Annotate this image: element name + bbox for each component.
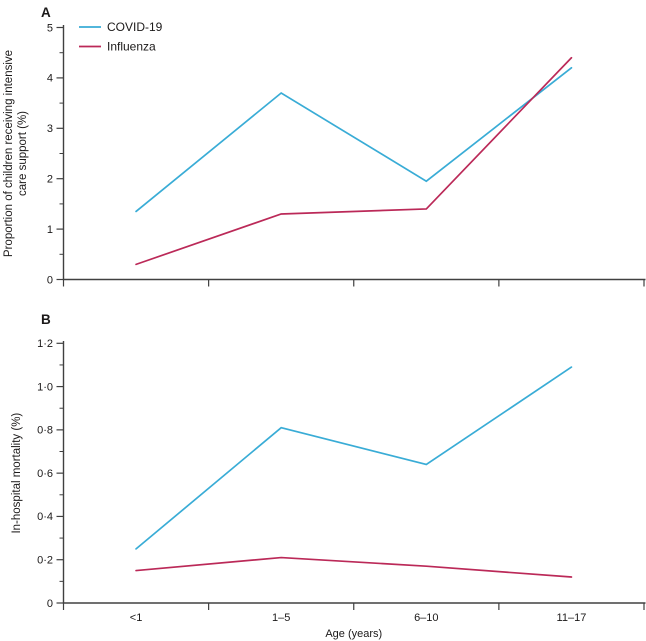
y-tick-label: 1·2 — [37, 338, 53, 350]
y-axis-title: care support (%) — [17, 111, 29, 196]
y-tick-label: 0 — [47, 598, 53, 610]
y-tick-label: 0·4 — [37, 511, 53, 523]
x-axis-title: Age (years) — [325, 628, 382, 640]
x-tick-label: 11–17 — [557, 612, 587, 624]
covid-line-panel-b — [135, 366, 573, 550]
y-tick-label: 1·0 — [37, 381, 53, 393]
legend-label-covid-19: COVID-19 — [107, 20, 163, 34]
x-tick-label: 6–10 — [414, 612, 438, 624]
y-tick-label: 4 — [47, 73, 53, 85]
x-tick-label: <1 — [130, 612, 143, 624]
panel-a — [56, 25, 646, 287]
panel-b — [56, 341, 646, 610]
influenza-line-panel-a — [135, 56, 573, 266]
y-tick-label: 0·6 — [37, 468, 53, 480]
y-axis-title: Proportion of children receiving intensi… — [3, 50, 15, 257]
y-tick-label: 0·2 — [37, 555, 53, 567]
x-tick-label: 1–5 — [272, 612, 290, 624]
y-tick-label: 3 — [47, 123, 53, 135]
covid-line-panel-a — [135, 66, 573, 213]
panel-b-title: B — [41, 312, 51, 327]
legend-label-influenza: Influenza — [107, 40, 156, 54]
influenza-line-panel-b — [135, 556, 573, 578]
y-tick-label: 2 — [47, 174, 53, 186]
y-tick-label: 0·8 — [37, 425, 53, 437]
y-tick-label: 1 — [47, 224, 53, 236]
y-tick-label: 5 — [47, 22, 53, 34]
panel-a-title: A — [41, 5, 51, 20]
y-axis-title: In-hospital mortality (%) — [11, 413, 23, 534]
y-tick-label: 0 — [47, 274, 53, 286]
